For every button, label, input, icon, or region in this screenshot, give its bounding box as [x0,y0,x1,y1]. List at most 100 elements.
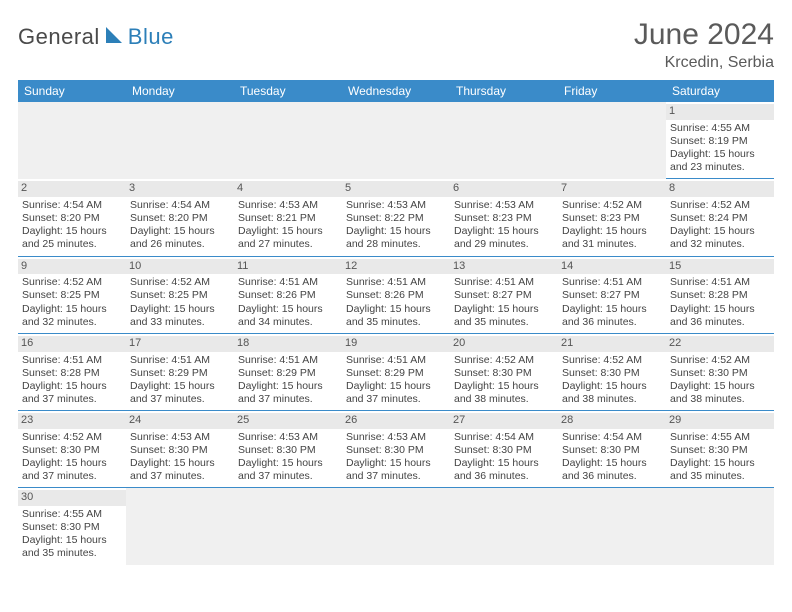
sunrise-text: Sunrise: 4:54 AM [22,199,122,212]
sunset-text: Sunset: 8:28 PM [22,367,122,380]
sunset-text: Sunset: 8:29 PM [238,367,338,380]
title-block: June 2024 Krcedin, Serbia [634,18,774,72]
day-number: 14 [558,259,666,275]
calendar-day-cell: 26Sunrise: 4:53 AMSunset: 8:30 PMDayligh… [342,411,450,488]
sunset-text: Sunset: 8:23 PM [454,212,554,225]
sunrise-text: Sunrise: 4:55 AM [670,122,770,135]
sunrise-text: Sunrise: 4:52 AM [130,276,230,289]
calendar-day-cell: 20Sunrise: 4:52 AMSunset: 8:30 PMDayligh… [450,333,558,410]
sunset-text: Sunset: 8:30 PM [670,444,770,457]
daylight-text: Daylight: 15 hours and 27 minutes. [238,225,338,251]
sunset-text: Sunset: 8:20 PM [22,212,122,225]
sunrise-text: Sunrise: 4:52 AM [670,199,770,212]
header: General Blue June 2024 Krcedin, Serbia [18,18,774,72]
day-number: 13 [450,259,558,275]
calendar-day-cell: 13Sunrise: 4:51 AMSunset: 8:27 PMDayligh… [450,256,558,333]
location: Krcedin, Serbia [634,54,774,72]
daylight-text: Daylight: 15 hours and 23 minutes. [670,148,770,174]
calendar-empty-cell [450,488,558,565]
calendar-table: Sunday Monday Tuesday Wednesday Thursday… [18,80,774,565]
day-number: 18 [234,336,342,352]
calendar-empty-cell [18,102,126,179]
daylight-text: Daylight: 15 hours and 36 minutes. [562,457,662,483]
day-header: Wednesday [342,80,450,102]
day-number: 27 [450,413,558,429]
calendar-empty-cell [342,102,450,179]
sunrise-text: Sunrise: 4:53 AM [454,199,554,212]
calendar-day-cell: 18 Sunrise: 4:51 AMSunset: 8:29 PMDayligh… [234,333,342,410]
day-number: 10 [126,259,234,275]
sunset-text: Sunset: 8:20 PM [130,212,230,225]
calendar-empty-cell [126,102,234,179]
sunset-text: Sunset: 8:29 PM [130,367,230,380]
sunset-text: Sunset: 8:22 PM [346,212,446,225]
calendar-day-cell: 8 Sunrise: 4:52 AMSunset: 8:24 PMDaylight… [666,179,774,256]
sunrise-text: Sunrise: 4:53 AM [130,431,230,444]
daylight-text: Daylight: 15 hours and 38 minutes. [562,380,662,406]
calendar-week-row: 9 Sunrise: 4:52 AMSunset: 8:25 PM Daylight… [18,256,774,333]
calendar-day-cell: 12Sunrise: 4:51 AMSunset: 8:26 PMDayligh… [342,256,450,333]
sunrise-text: Sunrise: 4:51 AM [346,276,446,289]
sunset-text: Sunset: 8:26 PM [346,289,446,302]
day-number: 28 [558,413,666,429]
calendar-day-cell: 17Sunrise: 4:51 AMSunset: 8:29 PMDayligh… [126,333,234,410]
calendar-day-cell: 30Sunrise: 4:55 AMSunset: 8:30 PMDayligh… [18,488,126,565]
sunrise-text: Sunrise: 4:53 AM [346,431,446,444]
daylight-text: Daylight: 15 hours and 32 minutes. [670,225,770,251]
calendar-week-row: 2Sunrise: 4:54 AMSunset: 8:20 PMDaylight… [18,179,774,256]
sunset-text: Sunset: 8:30 PM [562,367,662,380]
daylight-text: Daylight: 15 hours and 35 minutes. [22,534,122,560]
day-number: 25 [234,413,342,429]
day-number: 16 [18,336,126,352]
day-number: 9 [18,259,126,275]
daylight-text: Daylight: 15 hours and 35 minutes. [670,457,770,483]
logo: General Blue [18,18,174,50]
daylight-text: Daylight: 15 hours and 32 minutes. [22,303,122,329]
daylight-text: Daylight: 15 hours and 31 minutes. [562,225,662,251]
daylight-text: Daylight: 15 hours and 37 minutes. [346,380,446,406]
daylight-text: Daylight: 15 hours and 37 minutes. [22,457,122,483]
sunset-text: Sunset: 8:23 PM [562,212,662,225]
calendar-week-row: 16Sunrise: 4:51 AMSunset: 8:28 PMDayligh… [18,333,774,410]
calendar-day-cell: 28Sunrise: 4:54 AMSunset: 8:30 PMDayligh… [558,411,666,488]
daylight-text: Daylight: 15 hours and 37 minutes. [22,380,122,406]
daylight-text: Daylight: 15 hours and 34 minutes. [238,303,338,329]
day-header: Sunday [18,80,126,102]
day-number: 1 [666,104,774,120]
sunrise-text: Sunrise: 4:53 AM [238,431,338,444]
calendar-empty-cell [558,102,666,179]
daylight-text: Daylight: 15 hours and 35 minutes. [454,303,554,329]
sunset-text: Sunset: 8:27 PM [454,289,554,302]
day-header: Friday [558,80,666,102]
sunset-text: Sunset: 8:21 PM [238,212,338,225]
day-number: 8 [666,181,774,197]
sunrise-text: Sunrise: 4:51 AM [670,276,770,289]
day-number: 20 [450,336,558,352]
calendar-day-cell: 22Sunrise: 4:52 AMSunset: 8:30 PMDayligh… [666,333,774,410]
calendar-day-cell: 2 Sunrise: 4:54 AMSunset: 8:20 PMDaylight… [18,179,126,256]
sunset-text: Sunset: 8:24 PM [670,212,770,225]
sunrise-text: Sunrise: 4:51 AM [22,354,122,367]
calendar-day-cell: 27Sunrise: 4:54 AMSunset: 8:30 PMDayligh… [450,411,558,488]
sunrise-text: Sunrise: 4:52 AM [562,199,662,212]
day-number: 6 [450,181,558,197]
day-number: 29 [666,413,774,429]
logo-text-blue: Blue [128,24,174,50]
month-title: June 2024 [634,18,774,52]
daylight-text: Daylight: 15 hours and 25 minutes. [22,225,122,251]
daylight-text: Daylight: 15 hours and 37 minutes. [346,457,446,483]
sunrise-text: Sunrise: 4:51 AM [238,354,338,367]
daylight-text: Daylight: 15 hours and 37 minutes. [238,380,338,406]
sunrise-text: Sunrise: 4:52 AM [562,354,662,367]
day-number: 23 [18,413,126,429]
sunset-text: Sunset: 8:25 PM [130,289,230,302]
calendar-week-row: 30Sunrise: 4:55 AMSunset: 8:30 PMDayligh… [18,488,774,565]
calendar-day-cell: 29Sunrise: 4:55 AMSunset: 8:30 PMDayligh… [666,411,774,488]
calendar-week-row: 1 Sunrise: 4:55 AMSunset: 8:19 PMDaylight… [18,102,774,179]
calendar-empty-cell [234,488,342,565]
calendar-day-cell: 5Sunrise: 4:53 AMSunset: 8:22 PMDaylight… [342,179,450,256]
day-number: 2 [18,181,126,197]
sunrise-text: Sunrise: 4:51 AM [454,276,554,289]
sunset-text: Sunset: 8:19 PM [670,135,770,148]
calendar-day-cell: 19Sunrise: 4:51 AMSunset: 8:29 PMDayligh… [342,333,450,410]
